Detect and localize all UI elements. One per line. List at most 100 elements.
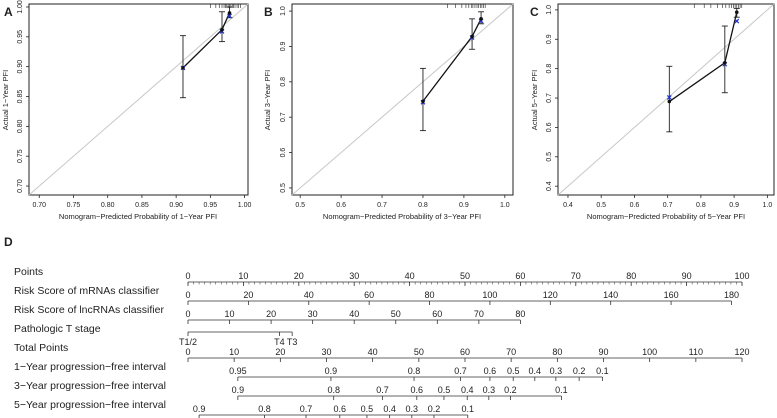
nomogram-tick-label: 120 bbox=[543, 290, 558, 300]
nomogram-tick-label: 0.1 bbox=[596, 366, 609, 376]
nomogram-row: Total Points 0 10 20 30 40 50 60 70 80 90 100 110 120 bbox=[14, 342, 750, 362]
nomogram-tick-label: 0.6 bbox=[411, 385, 424, 395]
nomogram-tick-label: 40 bbox=[405, 271, 415, 281]
nomogram-tick-label: 0.5 bbox=[361, 404, 374, 414]
x-ticks-c: 0.4 0.5 0.6 0.7 0.8 0.9 1.0 bbox=[563, 195, 772, 209]
ideal-line-a bbox=[28, 3, 249, 196]
y-tick-label-a: 0.90 bbox=[17, 60, 24, 74]
nomogram-tick-label: 40 bbox=[368, 347, 378, 357]
bias-corrected-mark-c bbox=[734, 18, 740, 24]
nomogram-tick-label: 30 bbox=[308, 309, 318, 319]
nomogram-row-label: Total Points bbox=[14, 342, 68, 354]
nomogram-tick-label: 0.8 bbox=[327, 385, 340, 395]
y-tick-label-b: 0.6 bbox=[280, 148, 287, 158]
observed-point-c bbox=[667, 99, 672, 104]
nomogram-row: 5−Year progression−free interval 0.9 0.8 0.… bbox=[14, 399, 474, 418]
y-tick-label-a: 0.95 bbox=[17, 30, 24, 44]
nomogram-tick-label: 80 bbox=[425, 290, 435, 300]
nomogram-tick-label: 60 bbox=[460, 347, 470, 357]
nomogram-tick-label: 0.8 bbox=[408, 366, 421, 376]
y-tick-label-c: 0.6 bbox=[546, 122, 553, 132]
nomogram-tick-label: 0.6 bbox=[484, 366, 497, 376]
nomogram-tick-label: 0.95 bbox=[229, 366, 247, 376]
y-ticks-c: 0.4 0.5 0.6 0.7 0.8 0.9 1.0 bbox=[546, 5, 558, 191]
nomogram-row-label: 5−Year progression−free interval bbox=[14, 399, 166, 411]
x-tick-label-b: 0.7 bbox=[377, 202, 387, 209]
x-tick-label-b: 0.9 bbox=[459, 202, 469, 209]
nomogram-tick-label: 0.5 bbox=[507, 366, 520, 376]
nomogram-row: 3−Year progression−free interval 0.9 0.8 0.… bbox=[14, 380, 568, 400]
x-ticks-a: 0.70 0.75 0.80 0.85 0.90 0.95 1.00 bbox=[32, 195, 251, 209]
nomogram-tick-label: 160 bbox=[664, 290, 679, 300]
y-tick-label-a: 0.80 bbox=[17, 119, 24, 133]
nomogram-row-label: Risk Score of lncRNAs classifier bbox=[14, 304, 164, 316]
nomogram-tick-label: 50 bbox=[460, 271, 470, 281]
ideal-line-c bbox=[557, 3, 775, 196]
observed-point-c bbox=[734, 10, 739, 15]
calibration-plot-3-year: B Nomogram−Predicted Probability of 3−Ye… bbox=[263, 3, 514, 221]
nomogram-tick-label: 30 bbox=[349, 271, 359, 281]
nomogram-tick-label: 10 bbox=[229, 347, 239, 357]
nomogram-tick-label: 60 bbox=[364, 290, 374, 300]
panel-label-a: A bbox=[4, 5, 13, 19]
observed-point-a bbox=[181, 66, 185, 70]
nomogram-tick-label: 50 bbox=[391, 309, 401, 319]
x-axis-label-b: Nomogram−Predicted Probability of 3−Year… bbox=[323, 212, 481, 221]
nomogram-tick-label: 0.4 bbox=[461, 385, 474, 395]
x-tick-label-c: 0.7 bbox=[663, 202, 673, 209]
nomogram-row: Risk Score of mRNAs classifier 0 20 40 60 80 1… bbox=[14, 285, 739, 305]
nomogram-tick-label: 70 bbox=[571, 271, 581, 281]
x-axis-label-a: Nomogram−Predicted Probability of 1−Year… bbox=[59, 212, 217, 221]
y-tick-label-c: 0.4 bbox=[546, 181, 553, 191]
x-tick-label-a: 0.90 bbox=[169, 202, 183, 209]
nomogram-row: Points 0 10 20 30 40 50 60 70 80 90 100 bbox=[14, 266, 750, 286]
nomogram-tick-label: 20 bbox=[275, 347, 285, 357]
nomogram-tick-label: 70 bbox=[474, 309, 484, 319]
nomogram-tick-label: 0.2 bbox=[428, 404, 441, 414]
observed-point-a bbox=[220, 27, 224, 32]
nomogram-tick-label: 30 bbox=[321, 347, 331, 357]
plot-frame-b bbox=[291, 3, 514, 196]
bias-corrected-mark-a bbox=[227, 13, 232, 19]
ideal-line-b bbox=[291, 3, 514, 196]
y-tick-label-b: 0.5 bbox=[280, 183, 287, 193]
nomogram-tick-label: 0.4 bbox=[529, 366, 542, 376]
x-axis-label-c: Nomogram−Predicted Probability of 5−Year… bbox=[587, 212, 745, 221]
plot-frame-a bbox=[28, 3, 249, 196]
nomogram-tick-label: 100 bbox=[734, 271, 749, 281]
y-tick-label-a: 0.85 bbox=[17, 90, 24, 104]
y-ticks-a: 0.70 0.75 0.80 0.85 0.90 0.95 1.00 bbox=[17, 0, 29, 193]
nomogram-tick-label: 0 bbox=[185, 309, 190, 319]
nomogram-tick-label: 40 bbox=[349, 309, 359, 319]
x-tick-label-c: 0.5 bbox=[596, 202, 606, 209]
y-axis-label-b: Actual 3−Year PFI bbox=[263, 70, 272, 130]
y-tick-label-c: 0.7 bbox=[546, 93, 553, 103]
nomogram-tick-label: 10 bbox=[225, 309, 235, 319]
nomogram-row-label: Risk Score of mRNAs classifier bbox=[14, 285, 160, 297]
x-tick-label-b: 0.8 bbox=[418, 202, 428, 209]
y-tick-label-c: 1.0 bbox=[546, 5, 553, 15]
bias-corrected-mark-c bbox=[666, 95, 672, 100]
nomogram-tick-label: 0.5 bbox=[438, 385, 451, 395]
nomogram-tick-label: 80 bbox=[515, 309, 525, 319]
x-tick-label-b: 0.5 bbox=[295, 202, 305, 209]
nomogram-tick-label: 100 bbox=[642, 347, 657, 357]
x-tick-label-a: 0.85 bbox=[135, 202, 149, 209]
y-tick-label-c: 0.9 bbox=[546, 34, 553, 44]
nomogram-tick-label: 100 bbox=[482, 290, 497, 300]
x-tick-label-c: 0.9 bbox=[729, 202, 739, 209]
nomogram-tick-label: 80 bbox=[552, 347, 562, 357]
nomogram-tick-label: 50 bbox=[414, 347, 424, 357]
nomogram-tick-label: 0.9 bbox=[325, 366, 338, 376]
nomogram-tick-label: 20 bbox=[243, 290, 253, 300]
nomogram-tick-label: 110 bbox=[689, 347, 703, 357]
nomogram-tick-label: 140 bbox=[603, 290, 618, 300]
nomogram-tick-label: 0.3 bbox=[406, 404, 419, 414]
plot-frame-c bbox=[557, 3, 775, 196]
nomogram-tick-label: 0.7 bbox=[300, 404, 313, 414]
observed-point-b bbox=[470, 34, 474, 39]
nomogram-tick-label: 0 bbox=[185, 347, 190, 357]
